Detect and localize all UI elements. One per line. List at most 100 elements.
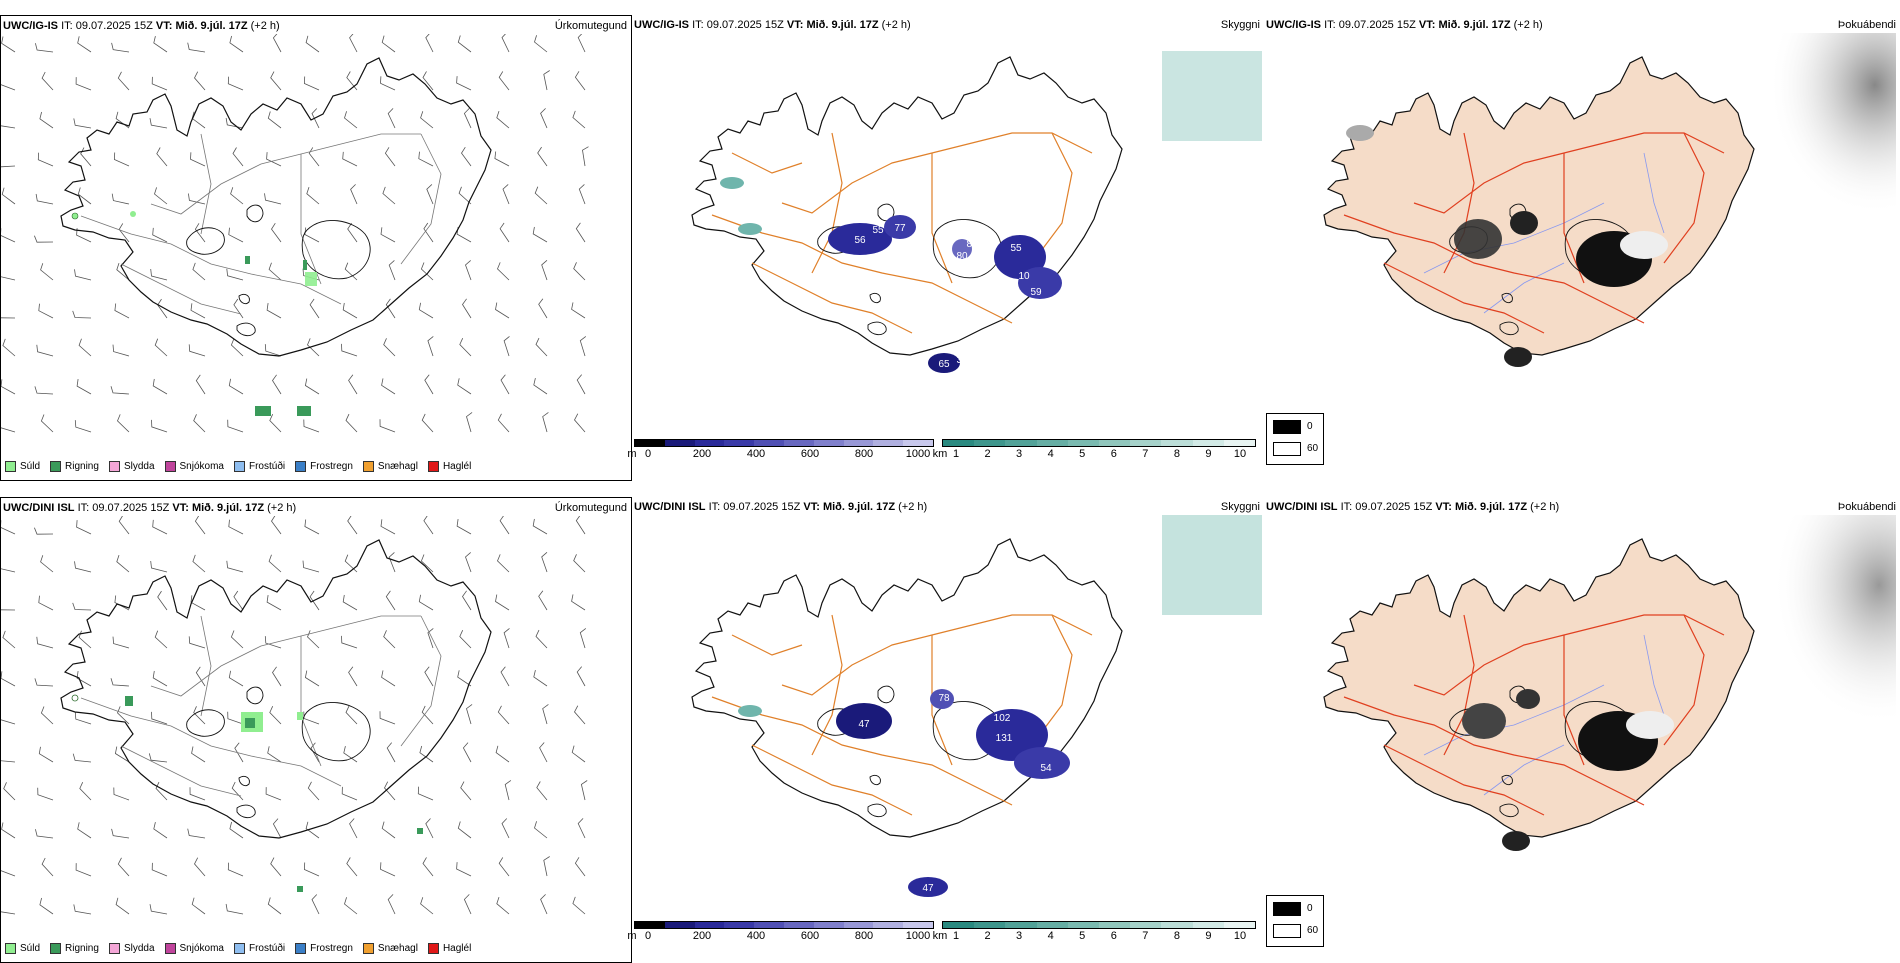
wind-barb-icon: [226, 560, 244, 573]
precip-legend-label: Frostúði: [248, 460, 286, 472]
precip-type-panel: UWC/IG-IS IT: 09.07.2025 15Z VT: Mið. 9.…: [0, 15, 632, 481]
snow-depth-labels: 47 78 102 131 54 47: [858, 693, 1052, 894]
wind-barb-icon: [384, 781, 396, 801]
wind-barb-icon: [536, 781, 548, 801]
colorbar-tick: 400: [746, 930, 766, 942]
colorbar-cell: [1036, 440, 1068, 446]
land: [1323, 56, 1755, 356]
wind-barb-icon: [40, 263, 54, 281]
wind-barb-icon: [304, 227, 320, 243]
wind-barb-icon: [381, 35, 396, 53]
height-colorbar-ticks: m 0 200 400 600 800 1000: [627, 447, 934, 461]
wind-barb-icon: [573, 554, 586, 573]
wind-barb-icon: [77, 187, 92, 205]
snow-depth-label: 59: [1030, 287, 1042, 298]
height-unit: m: [627, 930, 637, 942]
panel-header: UWC/DINI ISL IT: 09.07.2025 15Z VT: Mið.…: [3, 501, 627, 515]
wind-barb-icon: [113, 787, 130, 801]
wind-barb-icon: [539, 742, 548, 763]
wind-barb-icon: [456, 227, 472, 243]
fog-map[interactable]: [1264, 33, 1896, 441]
wind-barb-icon: [1, 36, 16, 53]
wind-barb-icon: [346, 857, 358, 877]
wind-barb-icon: [424, 666, 434, 687]
parameter-title: Úrkomutegund: [554, 20, 627, 32]
wind-barb-icon: [117, 706, 130, 725]
wind-barb-icon: [462, 742, 472, 763]
precip-map[interactable]: [1, 516, 633, 924]
init-time-label: IT:: [1324, 19, 1336, 31]
visibility-panel: UWC/DINI ISL IT: 09.07.2025 15Z VT: Mið.…: [627, 497, 1324, 963]
wind-barb-icon: [575, 222, 586, 243]
precip-swatch: [362, 460, 374, 472]
wind-barb-icon: [504, 780, 512, 801]
init-time-label: IT:: [61, 20, 73, 32]
visibility-map[interactable]: 47 78 102 131 54 47: [632, 515, 1264, 923]
fog-map[interactable]: [1264, 515, 1896, 923]
wind-barb-icon: [1, 822, 16, 839]
init-time-label: IT:: [1340, 501, 1353, 513]
wind-barb-icon: [36, 636, 54, 649]
wind-barb-icon: [306, 186, 320, 205]
wind-barb-icon: [192, 554, 206, 573]
wind-barb-icon: [225, 117, 244, 129]
wind-barb-icon: [384, 147, 396, 167]
wind-barb-icon: [229, 35, 244, 53]
colorbar-cell: [635, 440, 665, 446]
wind-barb-icon: [580, 780, 588, 801]
precip-patches: [71, 694, 423, 892]
colorbar-cell: [1161, 440, 1193, 446]
wind-barb-icon: [116, 554, 130, 573]
precip-legend-item: Súld: [5, 942, 40, 954]
valid-time: Mið. 9.júl. 17Z: [1438, 19, 1511, 31]
wind-barb-icon: [463, 894, 472, 915]
colorbar-tick: 3: [1016, 930, 1023, 942]
wind-barb-icon: [388, 552, 396, 573]
precip-legend-item: Rigning: [50, 942, 99, 954]
panel-header: UWC/DINI ISL IT: 09.07.2025 15Z VT: Mið.…: [634, 500, 1260, 514]
wind-barb-icon: [270, 857, 282, 877]
wind-barb-icon: [152, 670, 168, 687]
sea-fog-area: [1162, 51, 1262, 141]
snow-depth-label: 55: [872, 225, 884, 236]
colorbar-tick: 9: [1205, 448, 1212, 460]
precip-swatch: [164, 460, 176, 472]
wind-barb-icon: [420, 554, 434, 573]
init-time-label: IT:: [708, 501, 721, 513]
precip-legend-label: Frostregn: [310, 460, 353, 472]
wind-barb-icon: [420, 262, 434, 281]
wind-barb-icon: [266, 303, 282, 319]
wind-barb-icon: [423, 516, 434, 535]
init-time: 09.07.2025 15Z: [75, 20, 153, 32]
snow-depth-label: 47: [922, 883, 934, 894]
valid-time-label: VT:: [786, 19, 804, 31]
wind-barb-icon: [305, 35, 320, 53]
wind-barb-icon: [572, 896, 586, 915]
init-time-label: IT:: [77, 502, 90, 514]
wind-barb-icon: [41, 71, 54, 91]
wind-barb-icon: [574, 857, 586, 877]
precip-map[interactable]: [1, 34, 633, 442]
colorbar-cell: [1067, 440, 1100, 446]
wind-barb-icon: [349, 818, 358, 839]
wind-barb-icon: [418, 302, 434, 319]
colorbar-tick: 5: [1079, 930, 1086, 942]
precip-legend-label: Súld: [20, 460, 41, 472]
wind-barb-icon: [574, 705, 586, 725]
wind-barb-icon: [193, 414, 206, 433]
wind-barb-icon: [78, 630, 92, 649]
colorbar-tick: 0: [644, 930, 652, 942]
wind-barb-icon: [35, 43, 54, 53]
wind-barb-icon: [1, 719, 16, 725]
wind-barb-icon: [466, 412, 473, 433]
colorbar-cell: [694, 440, 725, 446]
wind-barb-icon: [1, 165, 16, 168]
wind-barb-icon: [457, 35, 472, 53]
coastline: [60, 57, 492, 357]
colorbar-tick: 8: [1173, 448, 1180, 460]
wind-barb-icon: [111, 193, 130, 205]
height-colorbar-cells: [634, 921, 934, 929]
wind-barb-icon: [150, 560, 168, 573]
wind-barb-icon: [344, 262, 358, 281]
